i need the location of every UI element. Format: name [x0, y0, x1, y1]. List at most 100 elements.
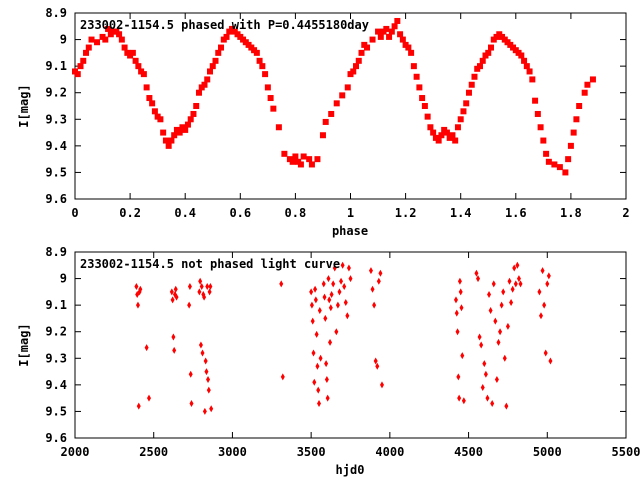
unphased-point	[480, 384, 485, 392]
phased-point	[427, 124, 434, 131]
phased-point	[463, 100, 470, 107]
unphased-point	[329, 291, 334, 299]
unphased-point	[543, 349, 548, 357]
phased-y-tick-label: 8.9	[45, 6, 67, 20]
unphased-point	[324, 360, 329, 368]
phased-point	[215, 49, 222, 56]
unphased-point	[457, 277, 462, 285]
unphased-point	[324, 376, 329, 384]
unphased-plot-frame	[74, 251, 627, 439]
phased-y-tick-label: 9.1	[45, 59, 67, 73]
unphased-point	[188, 370, 193, 378]
unphased-y-tick-label: 9.2	[45, 325, 67, 339]
unphased-point	[370, 285, 375, 293]
phased-point	[259, 63, 266, 70]
unphased-point	[537, 288, 542, 296]
phased-point	[146, 95, 153, 102]
phased-point	[264, 84, 271, 91]
unphased-point	[313, 296, 318, 304]
unphased-point	[513, 280, 518, 288]
unphased-x-axis-label: hjd0	[336, 463, 365, 477]
phased-point	[397, 31, 404, 38]
unphased-point	[199, 283, 204, 291]
phased-point	[430, 129, 437, 136]
unphased-point	[314, 330, 319, 338]
phased-point	[518, 52, 525, 59]
phased-point	[369, 36, 376, 43]
phased-point	[176, 129, 183, 136]
unphased-point	[337, 288, 342, 296]
phased-point	[454, 124, 461, 131]
phased-point	[416, 84, 423, 91]
unphased-point	[342, 283, 347, 291]
phased-point	[443, 129, 450, 136]
unphased-point	[457, 394, 462, 402]
phased-point	[526, 68, 533, 75]
unphased-y-tick-label: 9.6	[45, 431, 67, 445]
phased-x-tick-label: 1.2	[395, 206, 417, 220]
phased-x-tick-label: 0.2	[119, 206, 141, 220]
phased-point	[413, 73, 420, 80]
unphased-point	[170, 296, 175, 304]
unphased-point	[315, 362, 320, 370]
phased-point	[573, 116, 580, 123]
unphased-point	[340, 261, 345, 269]
phased-point	[532, 97, 539, 104]
unphased-x-tick-label: 2000	[61, 445, 90, 459]
phased-point	[132, 57, 139, 64]
unphased-point	[516, 275, 521, 283]
unphased-axes: 2000 2500 3000 3500 4000 4500 5000 5500 8.9 9 9.1 9…	[45, 245, 640, 459]
phased-point	[529, 76, 536, 83]
unphased-point	[542, 301, 547, 309]
phased-point	[570, 129, 577, 136]
phased-point	[105, 25, 112, 32]
phased-point	[589, 76, 596, 83]
unphased-point	[189, 399, 194, 407]
phased-point	[223, 33, 230, 40]
phased-point	[267, 95, 274, 102]
phased-point	[116, 31, 123, 38]
unphased-point	[331, 280, 336, 288]
unphased-x-tick-label: 4000	[375, 445, 404, 459]
unphased-point	[379, 381, 384, 389]
phased-point	[297, 161, 304, 168]
phased-point	[253, 49, 260, 56]
unphased-point	[493, 317, 498, 325]
phased-point	[193, 103, 200, 109]
phased-point	[383, 25, 390, 32]
unphased-point	[479, 341, 484, 349]
phased-point	[377, 33, 384, 40]
phased-y-tick-label: 9.6	[45, 192, 67, 206]
unphased-point	[135, 301, 140, 309]
unphased-point	[317, 306, 322, 314]
unphased-y-tick-label: 9.1	[45, 298, 67, 312]
unphased-point	[198, 341, 203, 349]
phased-point	[543, 150, 550, 157]
unphased-point	[198, 277, 203, 285]
phased-point	[83, 49, 90, 56]
phased-point	[300, 153, 307, 160]
phased-point	[521, 57, 528, 64]
phased-point	[410, 63, 417, 70]
unphased-point	[373, 357, 378, 365]
phased-point	[339, 92, 346, 99]
unphased-point	[499, 301, 504, 309]
phased-point	[218, 44, 225, 51]
unphased-point	[494, 376, 499, 384]
unphased-point	[372, 301, 377, 309]
unphased-point	[474, 269, 479, 277]
unphased-point	[332, 264, 337, 272]
phased-point	[171, 132, 178, 139]
unphased-point	[317, 399, 322, 407]
unphased-x-tick-label: 4500	[454, 445, 483, 459]
phased-point	[88, 36, 95, 43]
phased-point	[328, 110, 335, 117]
phased-point	[468, 81, 475, 88]
phased-point	[275, 124, 282, 131]
unphased-point	[206, 386, 211, 394]
unphased-y-tick-label: 8.9	[45, 245, 67, 259]
phased-point	[344, 84, 351, 91]
phased-point	[353, 63, 360, 70]
unphased-point	[512, 264, 517, 272]
phased-y-axis-label: I[mag]	[17, 84, 31, 127]
